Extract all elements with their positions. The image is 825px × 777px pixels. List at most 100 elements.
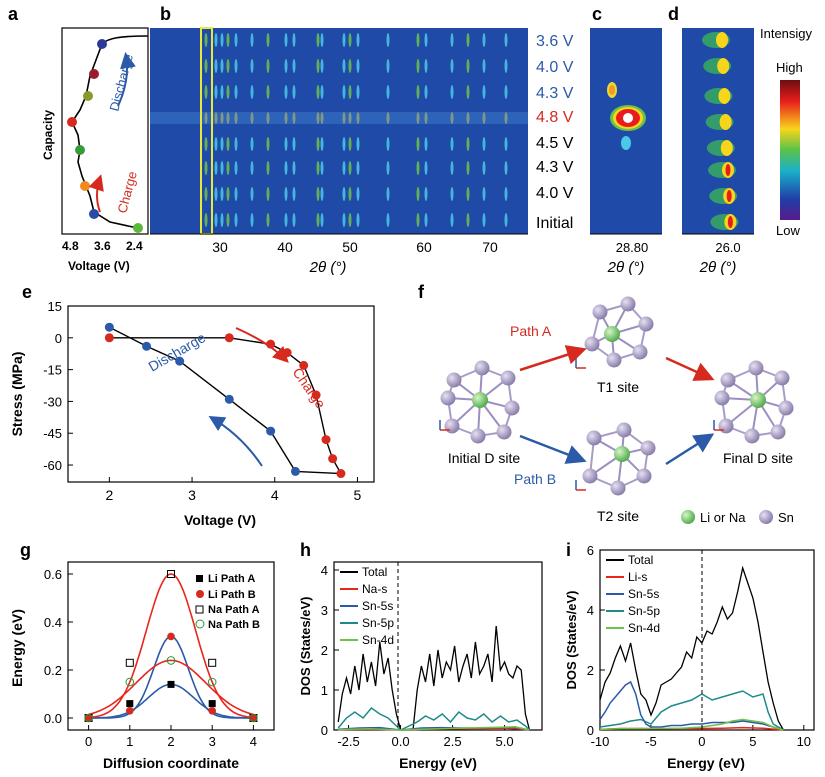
diffraction-line (320, 33, 324, 47)
panel-g: 0 1 2 3 4 0.0 0.2 0.4 0.6 Li Path A Li Path B Na… (9, 561, 275, 771)
diffraction-line (226, 187, 230, 201)
diffraction-line (266, 213, 270, 227)
diffraction-line (424, 187, 428, 201)
charge-point (299, 360, 309, 370)
diffraction-line (504, 137, 508, 151)
diffraction-line (226, 137, 230, 151)
series-line (295, 470, 341, 475)
panel-f: Path A Path B T1 site Initial D site Fin… (439, 296, 794, 525)
diffraction-line (266, 137, 270, 151)
tick-label: 2 (321, 643, 328, 658)
legend-entry: Na Path A (208, 604, 260, 616)
diffraction-line (204, 137, 208, 151)
sn-atom-icon (770, 424, 786, 440)
li-path-a-point (208, 700, 216, 708)
x-axis-label: 2θ (°) (607, 259, 645, 276)
diffraction-spot (727, 216, 733, 228)
tick-label: 0.2 (44, 663, 62, 678)
diffraction-line (204, 213, 208, 227)
diffraction-line (250, 161, 254, 175)
sn-atom-icon (774, 370, 790, 386)
diffraction-line (482, 85, 486, 99)
tick-label: 4 (250, 734, 257, 749)
tick-label: -5 (645, 734, 657, 749)
diffraction-spot (726, 190, 732, 202)
na-path-b-point (207, 677, 217, 687)
charge-line (109, 337, 342, 474)
voltage-label: 3.6 V (536, 33, 574, 50)
diffraction-line (226, 161, 230, 175)
tick-label: 2 (105, 487, 113, 503)
diffraction-line (250, 85, 254, 99)
sn-atom-icon (778, 400, 794, 416)
diffraction-line (416, 85, 420, 99)
diffraction-line (284, 33, 288, 47)
diffraction-spot (719, 114, 732, 130)
diffraction-line (482, 137, 486, 151)
diffraction-line (234, 137, 238, 151)
tick-label: 26.0 (715, 240, 740, 255)
legend-high: High (776, 60, 803, 75)
diffraction-line (416, 137, 420, 151)
diffraction-line (292, 161, 296, 175)
diffraction-line (234, 59, 238, 73)
diffraction-line (342, 187, 346, 201)
charge-point (282, 348, 292, 358)
tick-label: -60 (43, 458, 62, 473)
diffraction-line (226, 213, 230, 227)
discharge-line (109, 326, 296, 472)
sn-atom-icon (636, 468, 652, 484)
sn-atom-icon (440, 390, 456, 406)
diffraction-line (504, 187, 508, 201)
tick-label: 4 (271, 487, 279, 503)
diffraction-line (204, 187, 208, 201)
diffraction-line (356, 161, 360, 175)
diffraction-line (424, 33, 428, 47)
diffraction-line (450, 161, 454, 175)
li-atom-icon (614, 446, 630, 462)
t2-cluster (575, 422, 656, 496)
panel-h: -2.5 0.0 2.5 5.0 0 1 2 3 4 Total Na-s Sn-5s Sn-5p Sn… (298, 561, 543, 771)
diffraction-line (220, 161, 224, 175)
diffraction-line (342, 59, 346, 73)
diffraction-line (316, 161, 320, 175)
na-path-b-point (84, 713, 93, 723)
tick-label: 0.0 (44, 711, 62, 726)
discharge-label: Discharge (106, 52, 136, 112)
diffraction-line (292, 59, 296, 73)
diffraction-line (284, 59, 288, 73)
state-dot (80, 181, 90, 191)
sn-atom-icon (720, 372, 736, 388)
diffraction-line (466, 213, 470, 227)
diffraction-line (386, 85, 390, 99)
diffraction-line (234, 187, 238, 201)
sn-atom-icon (759, 510, 773, 524)
diffraction-line (204, 85, 208, 99)
discharge-point (142, 341, 152, 351)
sn-atom-icon (610, 480, 626, 496)
diffraction-line (466, 187, 470, 201)
diffraction-line (504, 59, 508, 73)
tick-label: 70 (482, 239, 498, 255)
path-a-label: Path A (510, 323, 552, 339)
diffraction-line (204, 161, 208, 175)
diffraction-line (284, 137, 288, 151)
legend-title: Intensigy (760, 26, 813, 41)
tick-label: 50 (342, 239, 358, 255)
diffraction-line (292, 187, 296, 201)
state-dot (75, 145, 85, 155)
diffraction-line (214, 85, 218, 99)
state-dot (83, 91, 93, 101)
panel-e: 2 3 4 5 15 0 -15 -30 -45 -60 Charge Discharge Vol… (9, 299, 375, 528)
li-path-a-point (167, 680, 175, 688)
heatmap-b (150, 28, 528, 234)
legend-entry: Sn-5s (362, 599, 393, 613)
diffraction-line (356, 85, 360, 99)
diffraction-line (342, 213, 346, 227)
sn-atom-icon (606, 352, 622, 368)
diffraction-line (220, 137, 224, 151)
li-path-b-point (126, 707, 134, 715)
path-b-label: Path B (514, 471, 556, 487)
initial-cluster (439, 360, 520, 444)
